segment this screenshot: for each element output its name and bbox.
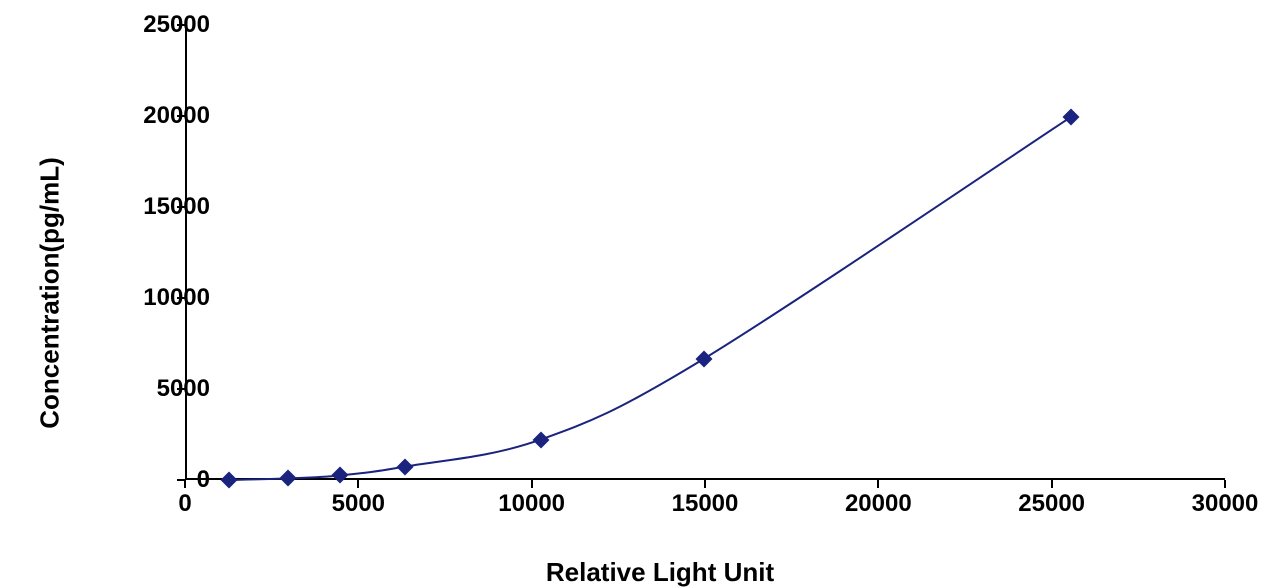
x-tick-label: 25000 [1018,490,1085,518]
x-tick-mark [531,480,533,488]
x-tick-label: 15000 [672,490,739,518]
chart-line-svg [187,25,1225,478]
y-tick-mark [177,206,185,208]
y-tick-label: 0 [197,466,210,494]
x-tick-label: 5000 [332,490,385,518]
x-tick-mark [1051,480,1053,488]
y-tick-mark [177,388,185,390]
x-tick-mark [704,480,706,488]
x-tick-mark [877,480,879,488]
plot-area [185,25,1225,480]
y-tick-mark [177,297,185,299]
x-tick-label: 20000 [845,490,912,518]
x-tick-mark [1224,480,1226,488]
x-axis-label: Relative Light Unit [546,557,774,588]
y-tick-mark [177,24,185,26]
x-tick-label: 0 [178,490,191,518]
x-tick-mark [184,480,186,488]
chart-line [229,117,1071,480]
chart-container: Concentration(pg/mL) Relative Light Unit… [60,15,1260,570]
y-tick-mark [177,115,185,117]
x-tick-label: 30000 [1192,490,1259,518]
y-axis-label: Concentration(pg/mL) [35,157,66,429]
x-tick-mark [357,480,359,488]
x-tick-label: 10000 [498,490,565,518]
